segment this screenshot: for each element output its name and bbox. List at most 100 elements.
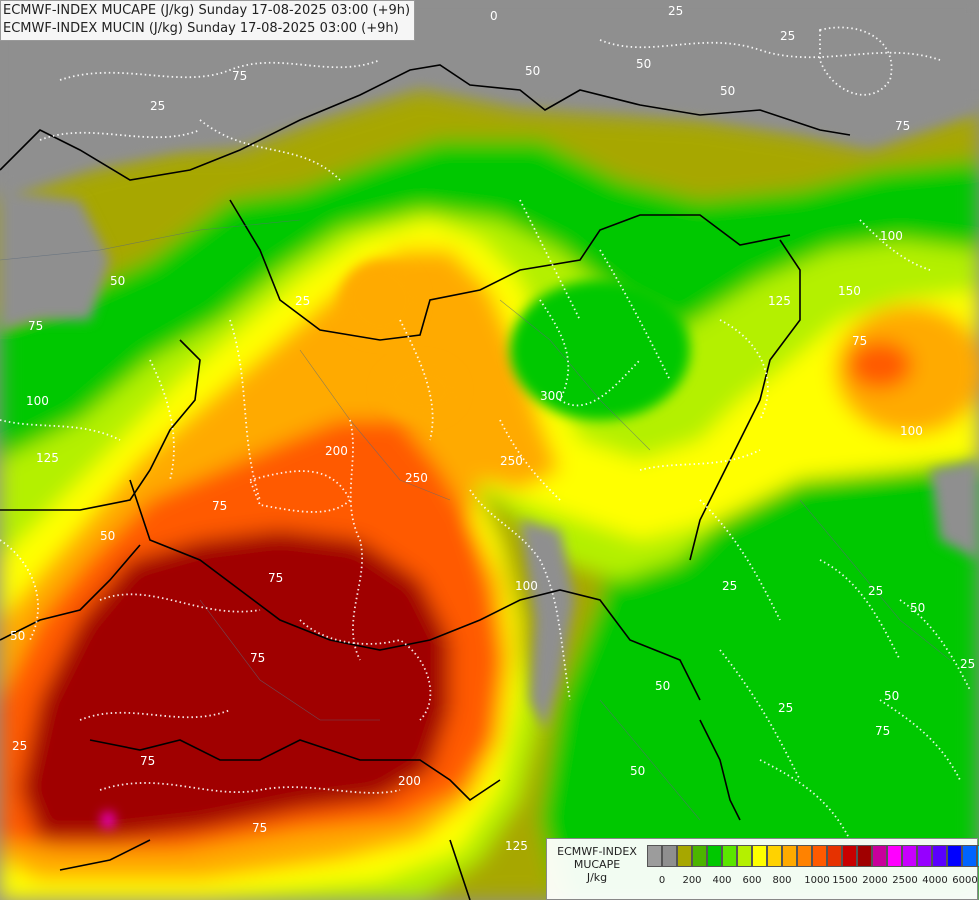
legend-tick-label: 0 [658, 875, 666, 886]
contour-label: 25 [668, 4, 683, 18]
contour-label: 75 [268, 571, 283, 585]
mucin-contour [719, 319, 769, 421]
legend-swatch [692, 845, 707, 867]
legend-swatch [902, 845, 917, 867]
cape-field-gray-ne [0, 0, 979, 195]
region-line [299, 349, 451, 501]
mucin-contour [229, 319, 261, 501]
region-line [799, 499, 951, 661]
mucin-contour [759, 759, 851, 841]
mucin-contours [0, 26, 971, 841]
mucin-contour [819, 559, 901, 661]
region-line [599, 699, 701, 821]
legend-parameter-name: MUCAPE [573, 858, 621, 871]
legend-swatch [827, 845, 842, 867]
legend-swatches [647, 845, 979, 867]
contour-label: 50 [100, 529, 115, 543]
contour-label: 0 [490, 9, 498, 23]
contour-label: 75 [895, 119, 910, 133]
mucin-contour [349, 419, 363, 661]
contour-label: 50 [525, 64, 540, 78]
legend-swatch [962, 845, 977, 867]
contour-label: 25 [150, 99, 165, 113]
legend-swatch [662, 845, 677, 867]
contour-label: 125 [768, 294, 791, 308]
contour-label: 50 [884, 689, 899, 703]
contour-labels: 0 25 25 50 75 25 50 50 75 100 125 150 75… [10, 4, 975, 853]
contour-label: 75 [232, 69, 247, 83]
legend-ticks: 0 200 400 600 800 1000 1500 2000 2500 4000 6000 [647, 875, 978, 889]
border-line [699, 719, 741, 821]
legend-tick-label: 2000 [862, 875, 888, 886]
contour-label: 200 [325, 444, 348, 458]
cape-field-gray-west [0, 190, 110, 330]
mucin-contour [519, 199, 581, 321]
regional-borders [0, 219, 951, 821]
legend-swatch [887, 845, 902, 867]
contour-label: 25 [868, 584, 883, 598]
contour-label: 50 [10, 629, 25, 643]
legend-tick-label: 2500 [892, 875, 918, 886]
contour-label: 100 [880, 229, 903, 243]
contour-label: 300 [540, 389, 563, 403]
contour-label: 75 [140, 754, 155, 768]
contour-label: 25 [722, 579, 737, 593]
legend-swatch [857, 845, 872, 867]
mucin-contour [149, 359, 175, 481]
legend-tick-label: 600 [742, 875, 762, 886]
border-line [0, 339, 201, 511]
contour-label: 75 [252, 821, 267, 835]
mucin-contour [248, 470, 352, 513]
contour-label: 50 [630, 764, 645, 778]
cape-field-mid-orange [380, 360, 460, 420]
mucin-contour [59, 59, 381, 81]
mucin-contour [399, 319, 434, 441]
contour-label: 75 [875, 724, 890, 738]
contour-label: 50 [910, 601, 925, 615]
cape-field-center-green [510, 280, 690, 420]
mucin-contour [99, 593, 261, 613]
color-legend: ECMWF-INDEX MUCAPE J/kg 0 200 400 600 800 100… [546, 838, 979, 900]
mucin-contour [79, 709, 231, 721]
border-line [129, 479, 701, 701]
contour-label: 100 [900, 424, 923, 438]
contour-label: 25 [778, 701, 793, 715]
contour-label: 75 [852, 334, 867, 348]
mucin-contour [0, 419, 121, 441]
contour-label: 75 [212, 499, 227, 513]
contour-label: 25 [295, 294, 310, 308]
contour-label: 25 [12, 739, 27, 753]
mucin-contour [499, 419, 561, 501]
contour-label: 250 [405, 471, 428, 485]
legend-tick-label: 1000 [804, 875, 830, 886]
legend-swatch [977, 845, 979, 867]
contour-label: 100 [26, 394, 49, 408]
legend-tick-label: 6000 [952, 875, 978, 886]
region-line [499, 299, 651, 451]
contour-label: 25 [960, 657, 975, 671]
border-line [0, 544, 141, 641]
cape-field-east-core [848, 341, 912, 389]
legend-swatch [677, 845, 692, 867]
contour-label: 125 [505, 839, 528, 853]
contour-label: 75 [250, 651, 265, 665]
legend-swatch [752, 845, 767, 867]
legend-swatch [707, 845, 722, 867]
mucin-contour [879, 699, 961, 781]
legend-swatch [812, 845, 827, 867]
mucin-contour [859, 219, 931, 271]
legend-swatch [932, 845, 947, 867]
legend-tick-label: 4000 [922, 875, 948, 886]
mucin-contour [39, 129, 201, 141]
mucin-contour [299, 619, 432, 721]
cape-fields [0, 90, 979, 900]
legend-swatch [737, 845, 752, 867]
legend-tick-label: 1500 [832, 875, 858, 886]
legend-tick-label: 800 [772, 875, 792, 886]
contour-label: 50 [655, 679, 670, 693]
contour-label: 25 [780, 29, 795, 43]
mucin-contour [469, 489, 571, 701]
border-line [89, 739, 501, 802]
legend-swatch [782, 845, 797, 867]
